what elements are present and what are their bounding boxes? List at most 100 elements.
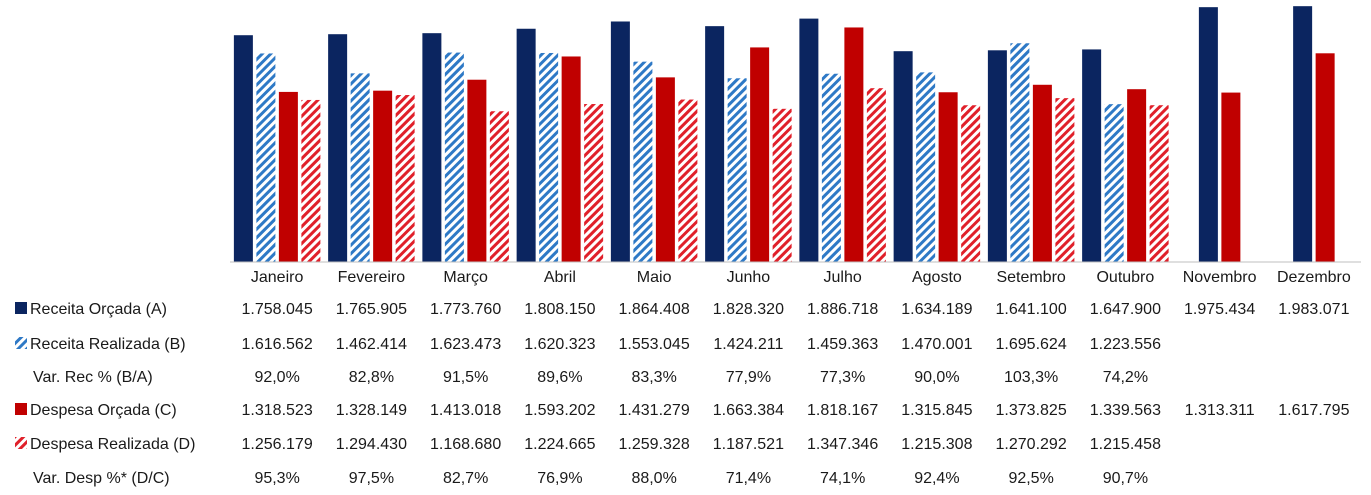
table-cell: 1.647.900 [1090, 301, 1161, 318]
table-cell: 92,0% [254, 369, 299, 386]
table-cell: 1.328.149 [336, 402, 407, 419]
bars-layer [233, 6, 1335, 263]
category-label: Outubro [1096, 269, 1154, 286]
bar-receita-realizada-4 [633, 61, 653, 262]
table-cell: 1.470.001 [901, 336, 972, 353]
category-label: Fevereiro [338, 269, 406, 286]
table-cell: 1.256.179 [242, 436, 313, 453]
table-cell: 90,7% [1103, 470, 1148, 487]
table-cell: 89,6% [537, 369, 582, 386]
legend-key [15, 302, 27, 314]
table-cell: 1.187.521 [713, 436, 784, 453]
table-cell: 1.215.308 [901, 436, 972, 453]
table-cell: 1.975.434 [1184, 301, 1255, 318]
bar-receita-orcada-0 [233, 35, 253, 263]
table-cell: 1.818.167 [807, 402, 878, 419]
table-cell: 90,0% [914, 369, 959, 386]
table-cell: 1.623.473 [430, 336, 501, 353]
table-cell: 1.294.430 [336, 436, 407, 453]
bar-receita-orcada-9 [1082, 49, 1102, 262]
table-cell: 83,3% [631, 369, 676, 386]
category-label: Dezembro [1277, 269, 1351, 286]
bar-despesa-orcada-11 [1315, 53, 1335, 262]
bar-despesa-orcada-8 [1032, 84, 1052, 262]
table-cell: 1.223.556 [1090, 336, 1161, 353]
table-cell: 1.983.071 [1278, 301, 1349, 318]
table-row-label: Receita Orçada (A) [30, 301, 167, 318]
bar-despesa-orcada-1 [373, 90, 393, 262]
table-cell: 1.168.680 [430, 436, 501, 453]
category-label: Maio [637, 269, 672, 286]
bar-receita-realizada-5 [727, 78, 747, 262]
table-cell: 1.773.760 [430, 301, 501, 318]
category-label: Agosto [912, 269, 962, 286]
table-cell: 1.828.320 [713, 301, 784, 318]
bar-despesa-realizada-3 [584, 104, 604, 263]
table-cell: 77,9% [726, 369, 771, 386]
bar-receita-realizada-9 [1104, 104, 1124, 262]
table-cell: 1.259.328 [619, 436, 690, 453]
bar-despesa-realizada-5 [772, 108, 792, 262]
table-cell: 1.462.414 [336, 336, 407, 353]
table-cell: 97,5% [349, 470, 394, 487]
table-cell: 1.413.018 [430, 402, 501, 419]
bar-despesa-realizada-9 [1149, 105, 1169, 263]
table-cell: 1.313.311 [1185, 402, 1255, 419]
table-cell: 1.224.665 [524, 436, 595, 453]
bar-despesa-realizada-8 [1055, 98, 1075, 262]
category-label: Junho [727, 269, 771, 286]
table-cell: 91,5% [443, 369, 488, 386]
table-cell: 1.663.384 [713, 402, 784, 419]
table-row-label: Var. Rec % (B/A) [33, 369, 153, 386]
table-cell: 1.553.045 [619, 336, 690, 353]
table-cell: 77,3% [820, 369, 865, 386]
bar-despesa-realizada-2 [489, 111, 509, 263]
bar-despesa-orcada-0 [278, 91, 298, 262]
bar-receita-realizada-7 [916, 72, 936, 263]
bar-despesa-orcada-3 [561, 56, 581, 263]
legend-key [15, 403, 27, 415]
table-cell: 82,8% [349, 369, 394, 386]
table-cell: 1.641.100 [996, 301, 1067, 318]
bar-receita-orcada-6 [799, 18, 819, 262]
table-cell: 1.864.408 [619, 301, 690, 318]
table-cell: 1.347.346 [807, 436, 878, 453]
bar-receita-realizada-2 [444, 52, 464, 262]
table-cell: 1.616.562 [242, 336, 313, 353]
table-cell: 1.431.279 [619, 402, 690, 419]
bar-despesa-orcada-4 [655, 77, 675, 263]
bar-despesa-realizada-0 [301, 99, 321, 262]
table-cell: 1.886.718 [807, 301, 878, 318]
category-label: Novembro [1183, 269, 1257, 286]
table-cell: 1.315.845 [901, 402, 972, 419]
table-cell: 76,9% [537, 470, 582, 487]
table-cell: 1.373.825 [996, 402, 1067, 419]
table-cell: 103,3% [1004, 369, 1058, 386]
legend-key [15, 437, 27, 449]
bar-receita-realizada-0 [256, 53, 276, 263]
bar-despesa-orcada-2 [467, 79, 487, 262]
bar-receita-realizada-8 [1010, 43, 1030, 263]
bar-receita-orcada-8 [987, 50, 1007, 262]
table-cell: 95,3% [254, 470, 299, 487]
table-cell: 1.270.292 [996, 436, 1067, 453]
table-row-label: Receita Realizada (B) [30, 336, 186, 353]
category-label: Março [443, 269, 488, 286]
table-cell: 88,0% [631, 470, 676, 487]
bar-despesa-orcada-9 [1127, 89, 1147, 262]
bar-receita-realizada-1 [350, 73, 370, 262]
table-cell: 82,7% [443, 470, 488, 487]
legend-key [15, 337, 27, 349]
table-cell: 1.215.458 [1090, 436, 1161, 453]
bar-receita-orcada-3 [516, 28, 536, 262]
category-label: Abril [544, 269, 576, 286]
bar-despesa-orcada-5 [750, 47, 770, 262]
table-cell: 1.593.202 [524, 402, 595, 419]
bar-receita-realizada-6 [821, 73, 841, 263]
bar-despesa-orcada-10 [1221, 92, 1241, 262]
category-label: Janeiro [251, 269, 304, 286]
bar-despesa-realizada-4 [678, 99, 698, 262]
table-row-label: Despesa Orçada (C) [30, 402, 177, 419]
bar-despesa-realizada-1 [395, 95, 415, 263]
table-cell: 1.634.189 [901, 301, 972, 318]
